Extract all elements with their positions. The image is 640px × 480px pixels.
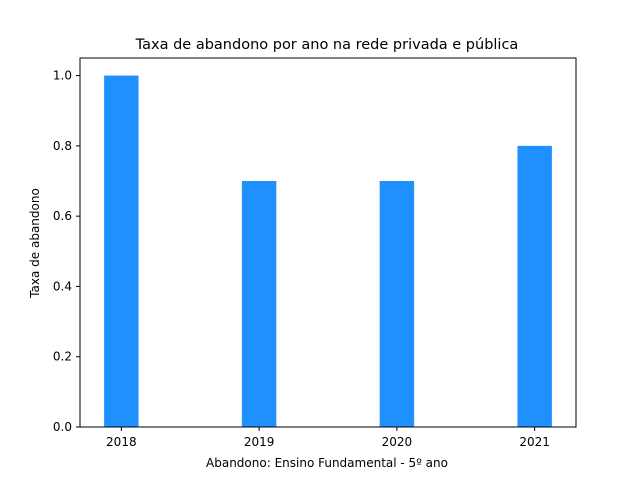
y-tick-label: 0.8: [53, 139, 72, 153]
y-tick-label: 0.0: [53, 420, 72, 434]
y-tick-label: 0.4: [53, 279, 72, 293]
x-axis-ticks: 2018 2019 2020 2021: [106, 427, 550, 449]
x-tick-label: 2018: [106, 435, 137, 449]
bars-group: [104, 75, 552, 428]
bar-2018: [104, 75, 139, 428]
chart-title: Taxa de abandono por ano na rede privada…: [135, 37, 519, 53]
bar-2020: [379, 181, 415, 427]
y-tick-label: 0.2: [53, 350, 72, 364]
x-tick-label: 2021: [519, 435, 550, 449]
x-tick-label: 2019: [244, 435, 275, 449]
x-tick-label: 2020: [382, 435, 413, 449]
bar-2021: [517, 145, 552, 427]
y-tick-label: 0.6: [53, 209, 72, 223]
plot-frame: [79, 57, 577, 428]
y-axis-ticks: 0.0 0.2 0.4 0.6 0.8 1.0: [53, 69, 80, 434]
y-axis-label: Taxa de abandono: [28, 188, 42, 299]
y-tick-label: 1.0: [53, 69, 72, 83]
bar-2019: [241, 181, 277, 427]
x-axis-label: Abandono: Ensino Fundamental - 5º ano: [206, 456, 448, 470]
